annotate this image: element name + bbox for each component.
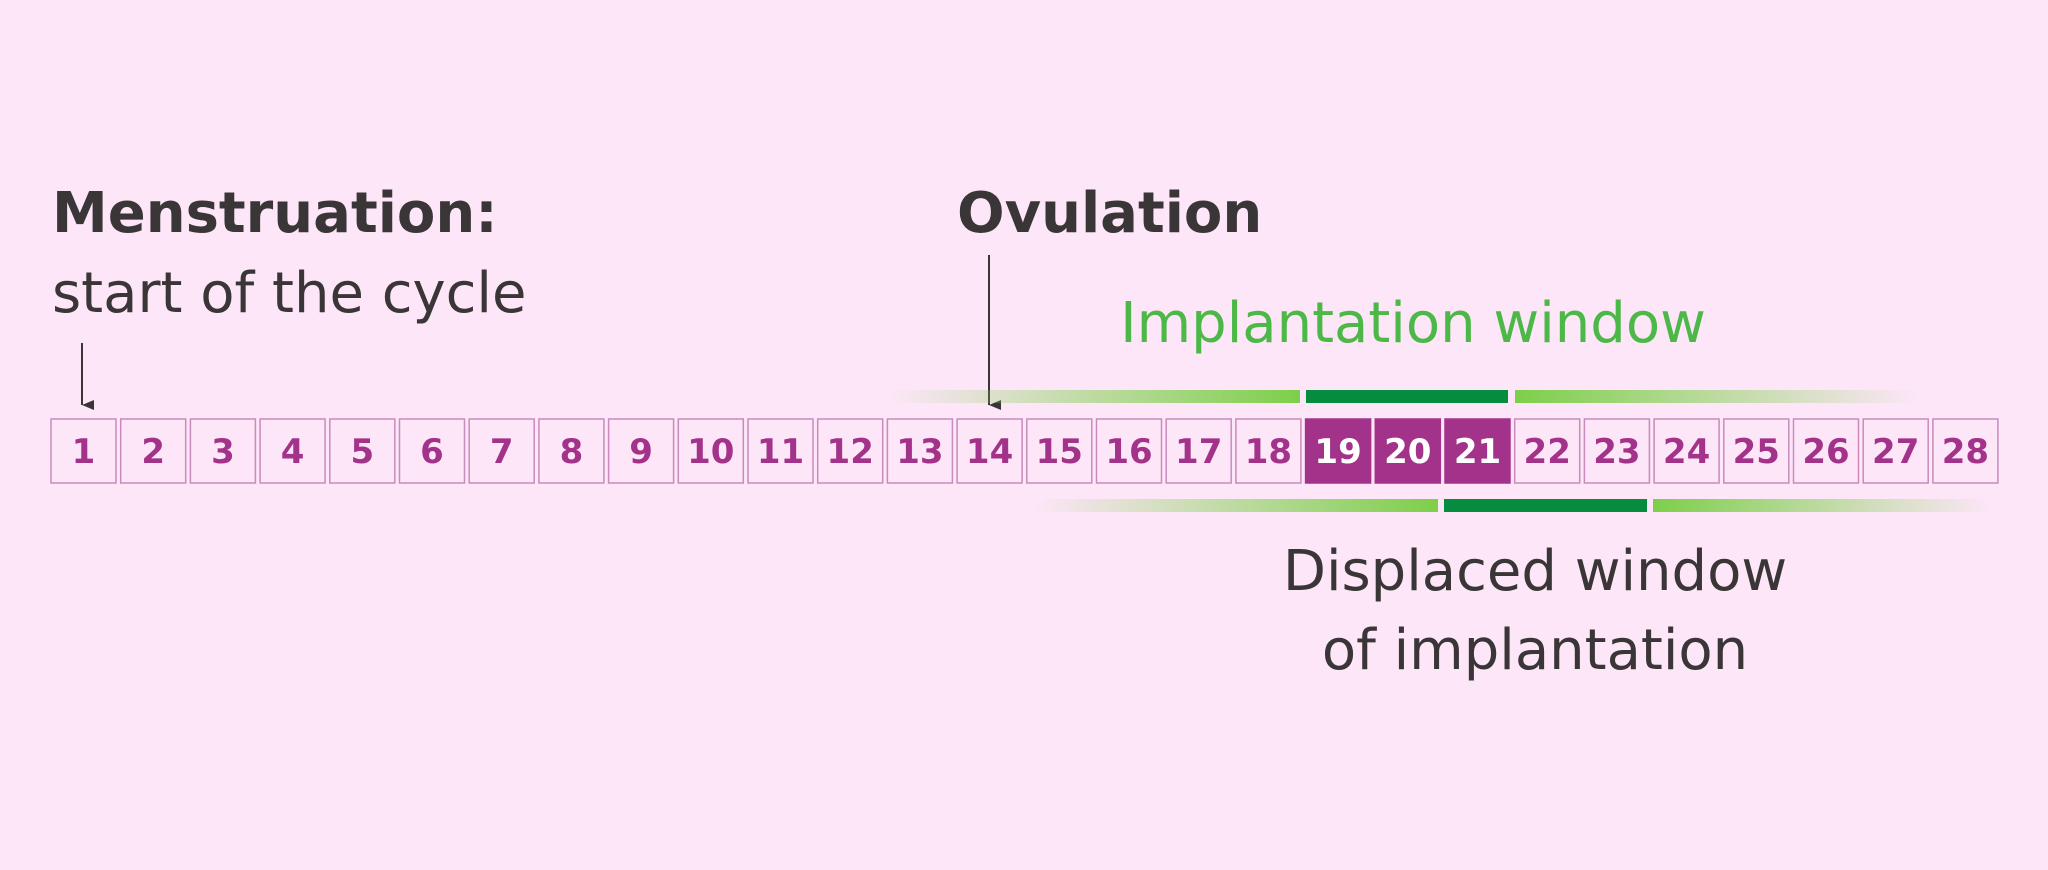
day-box — [189, 418, 257, 484]
day-number: 1 — [72, 432, 96, 472]
displaced-bar — [1653, 499, 1992, 512]
day-number: 9 — [629, 432, 653, 472]
implantation-window-label: Implantation window — [1120, 291, 1706, 356]
day-box — [677, 418, 745, 484]
day-box — [1374, 418, 1442, 484]
day-number: 13 — [896, 432, 943, 472]
day-number: 3 — [211, 432, 235, 472]
day-box — [1026, 418, 1093, 484]
day-box — [816, 418, 884, 484]
day-number: 2 — [141, 432, 165, 472]
day-box — [747, 418, 814, 484]
day-number: 25 — [1733, 432, 1780, 472]
day-number: 18 — [1245, 432, 1292, 472]
day-number: 22 — [1524, 432, 1571, 472]
day-number: 8 — [560, 432, 584, 472]
ovulation-label: Ovulation — [957, 181, 1262, 246]
day-box — [1165, 418, 1232, 484]
day-number: 26 — [1802, 432, 1849, 472]
displaced-label: Displaced window — [1283, 539, 1787, 604]
day-box — [1235, 418, 1302, 484]
day-box — [886, 418, 954, 484]
day-row: 1 2 3 4 5 6 7 8 9 10 11 12 13 14 15 16 17 18 19 20 21 22 23 24 2… — [50, 418, 1999, 484]
day-number: 14 — [966, 432, 1013, 472]
day-number: 19 — [1314, 432, 1361, 472]
day-box — [607, 418, 675, 484]
day-number: 27 — [1872, 432, 1919, 472]
day-box — [538, 418, 605, 484]
day-box — [1304, 418, 1372, 484]
day-box — [1444, 418, 1511, 484]
day-number: 4 — [281, 432, 305, 472]
day-box — [259, 418, 326, 484]
displaced-label: of implantation — [1322, 618, 1748, 683]
day-number: 5 — [350, 432, 374, 472]
day-number: 12 — [827, 432, 874, 472]
window-bar — [888, 390, 1300, 403]
day-box — [1513, 418, 1581, 484]
day-box — [398, 418, 466, 484]
day-number: 23 — [1593, 432, 1640, 472]
day-box — [1723, 418, 1790, 484]
day-number: 21 — [1454, 432, 1501, 472]
day-box — [329, 418, 396, 484]
day-number: 16 — [1105, 432, 1152, 472]
day-box — [1792, 418, 1860, 484]
day-number: 15 — [1036, 432, 1083, 472]
day-box — [1932, 418, 1999, 484]
displaced-bar-core — [1444, 499, 1647, 512]
day-box — [1653, 418, 1720, 484]
day-box — [468, 418, 535, 484]
menstruation-title: Menstruation: — [52, 181, 498, 246]
day-number: 11 — [757, 432, 804, 472]
day-number: 17 — [1175, 432, 1222, 472]
window-bar-core — [1306, 390, 1508, 403]
day-number: 6 — [420, 432, 444, 472]
day-number: 20 — [1384, 432, 1431, 472]
day-box — [50, 418, 117, 484]
day-number: 7 — [490, 432, 514, 472]
day-box — [1862, 418, 1929, 484]
displaced-bar — [1032, 499, 1438, 512]
day-box — [956, 418, 1023, 484]
day-number: 10 — [687, 432, 734, 472]
day-number: 28 — [1942, 432, 1989, 472]
day-box — [1095, 418, 1163, 484]
day-number: 24 — [1663, 432, 1710, 472]
day-box — [1583, 418, 1651, 484]
day-box — [119, 418, 187, 484]
menstruation-text: start of the cycle — [52, 261, 526, 326]
window-bar — [1515, 390, 1920, 403]
